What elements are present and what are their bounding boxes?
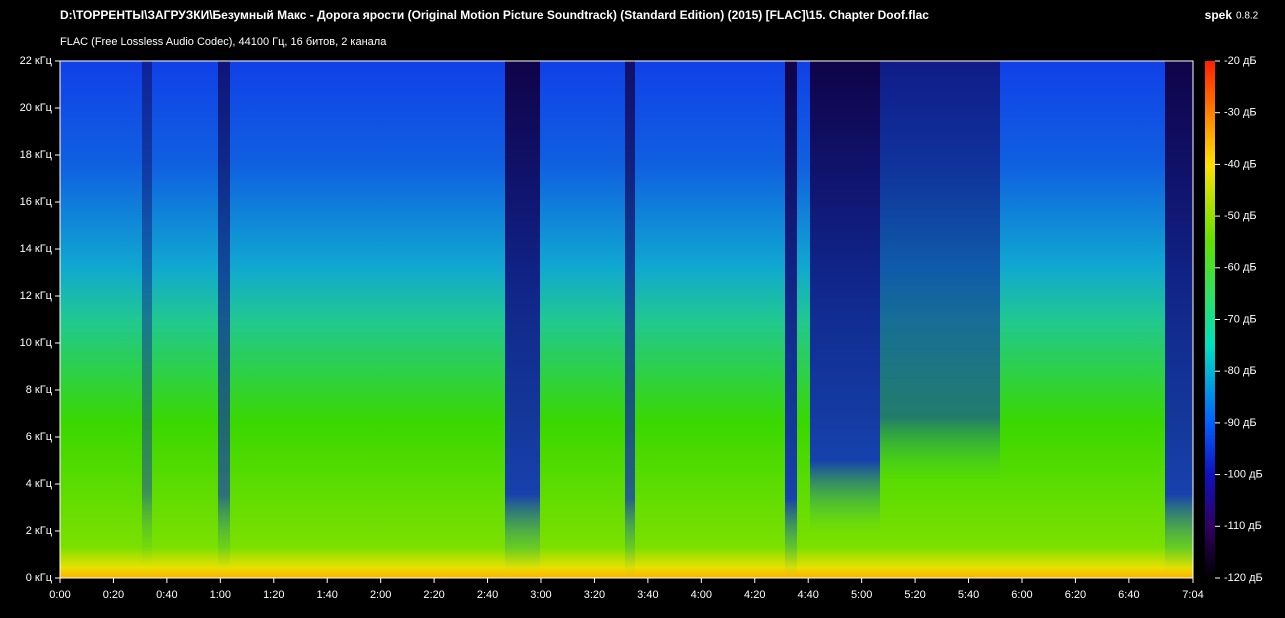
x-tick-label: 4:00 bbox=[691, 589, 712, 601]
colorbar-tick-label: -110 дБ bbox=[1224, 520, 1262, 532]
x-tick-label: 4:40 bbox=[797, 589, 818, 601]
x-tick-label: 6:20 bbox=[1065, 589, 1086, 601]
x-tick-label: 0:40 bbox=[156, 589, 177, 601]
colorbar-tick-label: -30 дБ bbox=[1224, 107, 1257, 119]
x-tick-label: 3:40 bbox=[637, 589, 658, 601]
x-tick-label: 0:00 bbox=[49, 589, 70, 601]
x-tick-label: 2:00 bbox=[370, 589, 391, 601]
x-tick-label: 1:40 bbox=[317, 589, 338, 601]
x-tick-label: 5:00 bbox=[851, 589, 872, 601]
x-tick-label: 5:20 bbox=[904, 589, 925, 601]
x-tick-label: 5:40 bbox=[958, 589, 979, 601]
y-tick-label: 6 кГц bbox=[26, 431, 53, 443]
x-tick-label: 2:20 bbox=[423, 589, 444, 601]
y-tick-label: 18 кГц bbox=[20, 149, 53, 161]
colorbar-tick-label: -100 дБ bbox=[1224, 469, 1263, 481]
y-tick-label: 2 кГц bbox=[26, 525, 53, 537]
x-tick-label: 2:40 bbox=[477, 589, 498, 601]
x-tick-label: 3:20 bbox=[584, 589, 605, 601]
file-title: D:\ТОРРЕНТЫ\ЗАГРУЗКИ\Безумный Макс - Дор… bbox=[60, 8, 929, 22]
y-tick-label: 12 кГц bbox=[20, 290, 53, 302]
x-tick-label: 6:00 bbox=[1011, 589, 1032, 601]
spectrogram-image bbox=[60, 61, 1193, 578]
y-tick-label: 16 кГц bbox=[20, 196, 53, 208]
x-tick-label: 1:00 bbox=[210, 589, 231, 601]
colorbar-tick-label: -120 дБ bbox=[1224, 572, 1263, 584]
colorbar-tick-label: -40 дБ bbox=[1224, 158, 1257, 170]
y-tick-label: 10 кГц bbox=[20, 337, 53, 349]
y-tick-label: 20 кГц bbox=[20, 102, 53, 114]
colorbar bbox=[1205, 61, 1215, 578]
x-tick-label: 1:20 bbox=[263, 589, 284, 601]
colorbar-tick-label: -70 дБ bbox=[1224, 313, 1257, 325]
file-info: FLAC (Free Lossless Audio Codec), 44100 … bbox=[60, 36, 387, 48]
y-tick-label: 14 кГц bbox=[20, 243, 53, 255]
x-tick-label: 6:40 bbox=[1118, 589, 1139, 601]
app-version: 0.8.2 bbox=[1236, 11, 1259, 22]
colorbar-tick-label: -90 дБ bbox=[1224, 417, 1257, 429]
y-tick-label: 8 кГц bbox=[26, 384, 53, 396]
x-tick-label: 0:20 bbox=[103, 589, 124, 601]
y-tick-label: 0 кГц bbox=[26, 572, 53, 584]
x-tick-label: 7:04 bbox=[1182, 589, 1203, 601]
x-tick-label: 4:20 bbox=[744, 589, 765, 601]
colorbar-tick-label: -80 дБ bbox=[1224, 365, 1257, 377]
y-tick-label: 22 кГц bbox=[20, 55, 53, 67]
colorbar-tick-label: -20 дБ bbox=[1224, 55, 1257, 67]
plot-frame bbox=[59, 60, 1194, 579]
colorbar-tick-label: -60 дБ bbox=[1224, 262, 1257, 274]
x-tick-label: 3:00 bbox=[530, 589, 551, 601]
colorbar-tick-label: -50 дБ bbox=[1224, 210, 1257, 222]
y-tick-label: 4 кГц bbox=[26, 478, 53, 490]
app-name: spek bbox=[1205, 8, 1233, 22]
